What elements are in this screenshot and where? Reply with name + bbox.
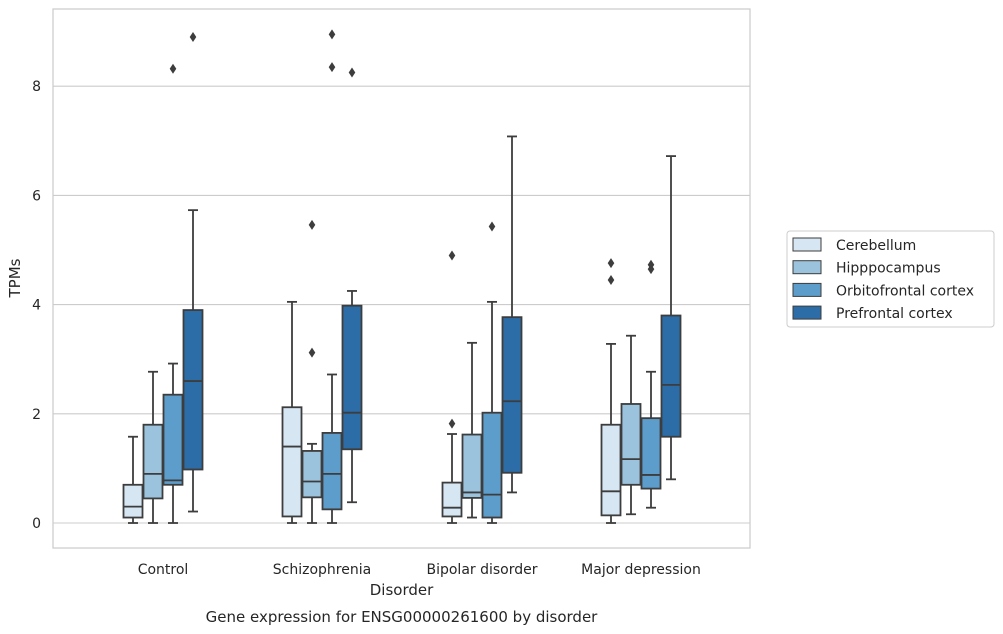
- outlier-point: [448, 250, 456, 261]
- box-major-depression-prefrontal-cortex: [660, 155, 682, 481]
- box-major-depression-hipppocampus: [620, 334, 642, 516]
- legend-label: Orbitofrontal cortex: [836, 283, 974, 299]
- box-major-depression-cerebellum: [600, 258, 622, 524]
- box-iqr: [321, 432, 343, 511]
- legend-label: Cerebellum: [836, 238, 916, 254]
- y-tick-label-8: 8: [32, 79, 41, 95]
- outlier-point: [328, 29, 336, 40]
- outlier-point: [607, 275, 615, 286]
- x-tick-labels: Control Schizophrenia Bipolar disorder Majo…: [138, 562, 701, 578]
- x-tick-label-major-depression: Major depression: [581, 562, 701, 578]
- box-schizophrenia-cerebellum: [281, 300, 303, 524]
- legend-swatch: [792, 260, 822, 275]
- box-schizophrenia-hipppocampus: [301, 219, 323, 524]
- legend-frame: [786, 230, 995, 328]
- y-axis-label: TPMs: [6, 258, 24, 298]
- y-tick-label-4: 4: [32, 298, 41, 314]
- legend-swatch: [792, 282, 822, 297]
- outlier-point: [169, 63, 177, 74]
- box-iqr: [620, 403, 642, 486]
- box-bipolar-disorder-hipppocampus: [461, 341, 483, 519]
- box-iqr: [501, 316, 523, 474]
- outlier-point: [607, 258, 615, 269]
- chart-caption: Gene expression for ENSG00000261600 by d…: [206, 608, 599, 626]
- x-tick-label-control: Control: [138, 562, 189, 578]
- box-bipolar-disorder-orbitofrontal-cortex: [481, 221, 503, 524]
- legend-swatch: [792, 305, 822, 320]
- x-tick-label-schizophrenia: Schizophrenia: [273, 562, 371, 578]
- outlier-point: [488, 221, 496, 232]
- box-iqr: [182, 309, 204, 471]
- x-tick-label-bipolar-disorder: Bipolar disorder: [426, 562, 537, 578]
- legend: Cerebellum Hipppocampus Orbitofrontal cort…: [786, 230, 995, 328]
- box-iqr: [600, 423, 622, 517]
- y-tick-label-6: 6: [32, 188, 41, 204]
- outlier-point: [308, 347, 316, 358]
- boxes-layer: [122, 29, 682, 524]
- box-bipolar-disorder-prefrontal-cortex: [501, 135, 523, 494]
- box-control-orbitofrontal-cortex: [162, 63, 184, 524]
- box-iqr: [481, 411, 503, 519]
- box-iqr: [162, 393, 184, 486]
- legend-label: Hipppocampus: [836, 261, 941, 277]
- legend-entry-prefrontal-cortex: Prefrontal cortex: [792, 305, 953, 322]
- box-iqr: [640, 417, 662, 490]
- legend-entry-cerebellum: Cerebellum: [792, 237, 916, 254]
- box-major-depression-orbitofrontal-cortex: [640, 259, 662, 509]
- plot-frame: [52, 8, 751, 549]
- box-iqr: [281, 406, 303, 518]
- box-bipolar-disorder-cerebellum: [441, 250, 463, 524]
- box-iqr: [341, 304, 363, 451]
- box-iqr: [122, 483, 144, 519]
- legend-label: Prefrontal cortex: [836, 306, 953, 322]
- legend-entry-hipppocampus: Hipppocampus: [792, 260, 941, 277]
- box-control-hipppocampus: [142, 370, 164, 524]
- outlier-point: [348, 67, 356, 78]
- box-iqr: [441, 481, 463, 518]
- outlier-point: [647, 259, 655, 270]
- y-tick-label-2: 2: [32, 407, 41, 423]
- box-control-prefrontal-cortex: [182, 32, 204, 513]
- box-iqr: [461, 433, 483, 499]
- y-tick-label-0: 0: [32, 516, 41, 532]
- legend-swatch: [792, 237, 822, 252]
- outlier-point: [328, 62, 336, 73]
- box-iqr: [660, 314, 682, 438]
- box-control-cerebellum: [122, 435, 144, 524]
- y-tick-labels: 0 2 4 6 8: [32, 79, 41, 532]
- box-schizophrenia-prefrontal-cortex: [341, 67, 363, 504]
- legend-entry-orbitofrontal-cortex: Orbitofrontal cortex: [792, 282, 974, 299]
- box-iqr: [142, 423, 164, 500]
- outlier-point: [189, 32, 197, 43]
- x-axis-label: Disorder: [370, 581, 434, 599]
- box-iqr: [301, 450, 323, 499]
- box-schizophrenia-orbitofrontal-cortex: [321, 29, 343, 524]
- outlier-point: [308, 219, 316, 230]
- outlier-point: [448, 418, 456, 429]
